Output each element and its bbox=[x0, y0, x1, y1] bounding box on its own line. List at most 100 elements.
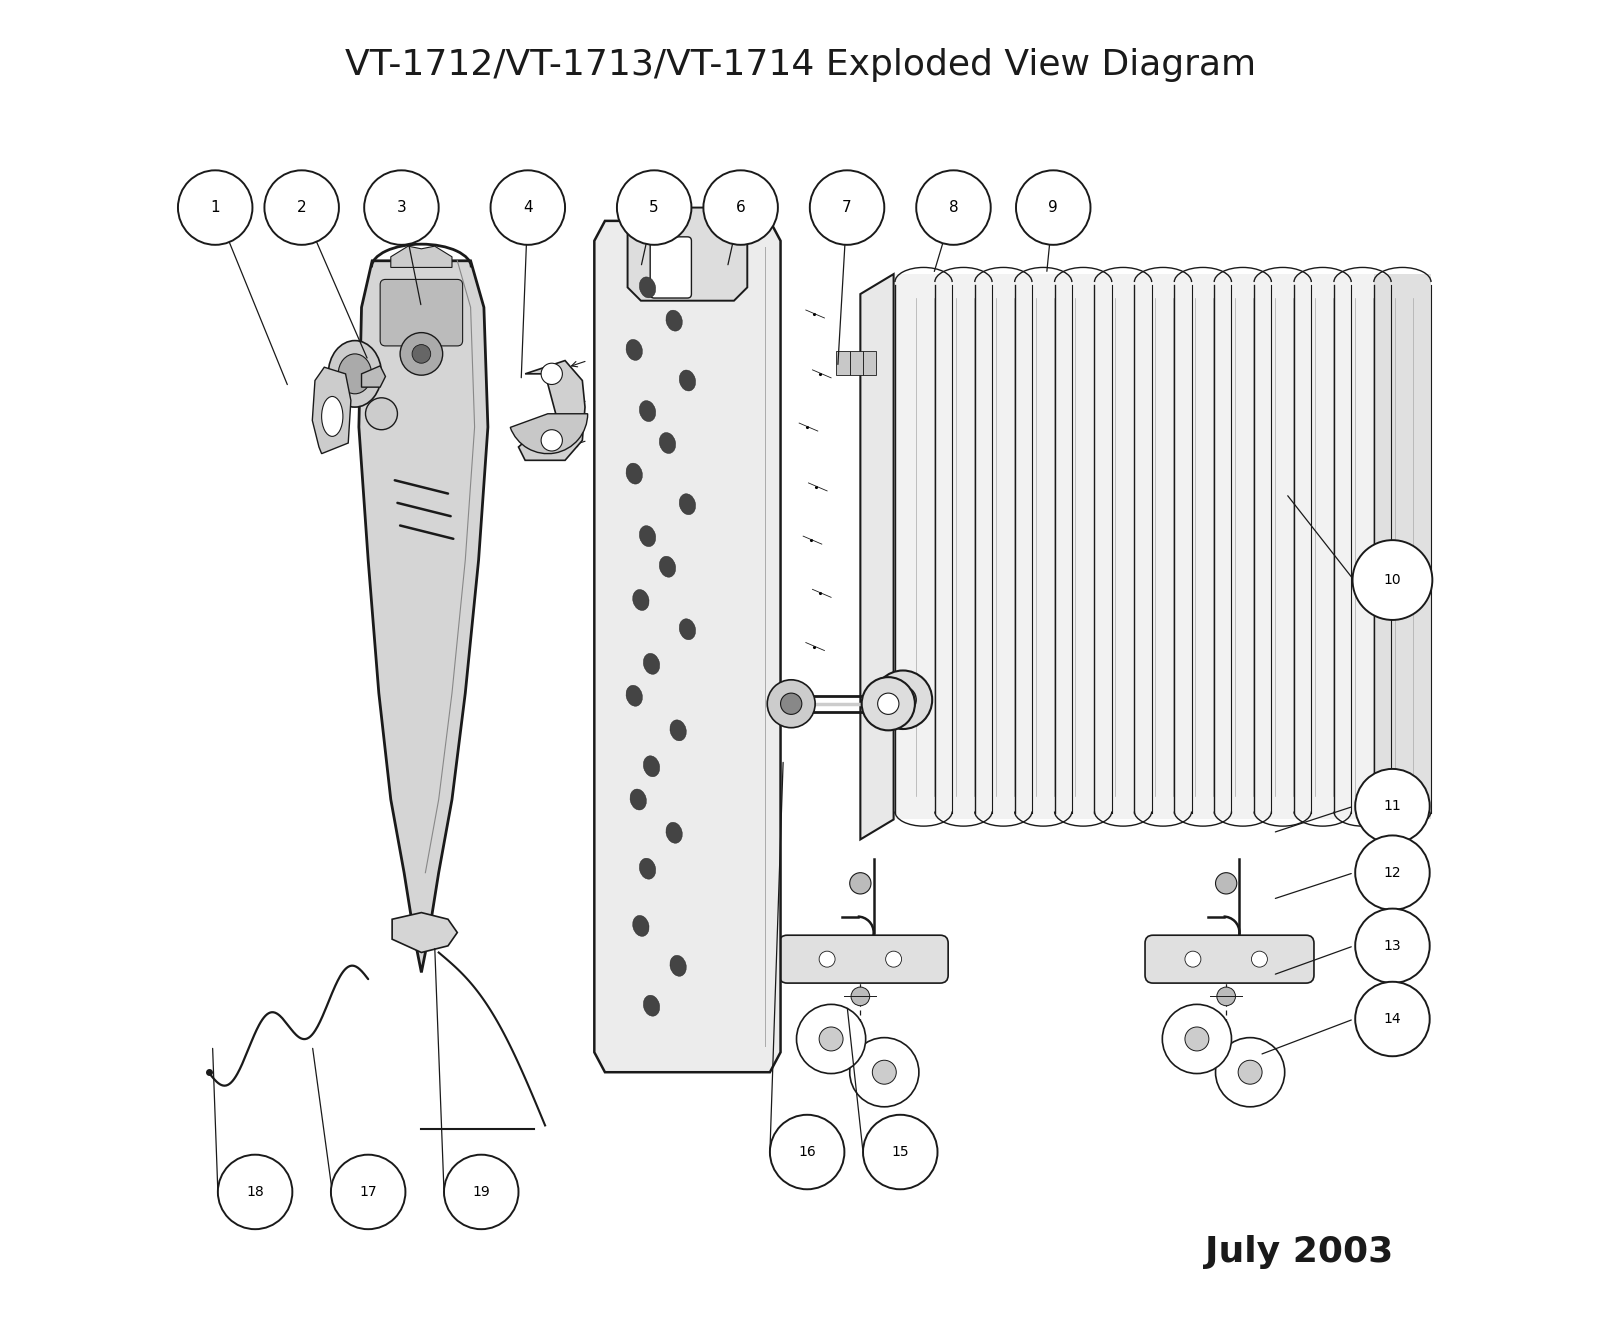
Circle shape bbox=[1185, 1026, 1209, 1050]
Ellipse shape bbox=[669, 956, 687, 976]
Text: 16: 16 bbox=[799, 1145, 817, 1158]
Ellipse shape bbox=[631, 789, 647, 810]
Ellipse shape bbox=[626, 340, 642, 360]
Polygon shape bbox=[860, 275, 893, 840]
Text: VT-1712/VT-1713/VT-1714 Exploded View Diagram: VT-1712/VT-1713/VT-1714 Exploded View Di… bbox=[344, 48, 1257, 81]
Polygon shape bbox=[1015, 275, 1071, 820]
Text: 9: 9 bbox=[1049, 200, 1058, 215]
Circle shape bbox=[770, 1114, 844, 1189]
Circle shape bbox=[767, 680, 815, 728]
Polygon shape bbox=[628, 208, 748, 301]
FancyBboxPatch shape bbox=[379, 280, 463, 347]
FancyBboxPatch shape bbox=[780, 936, 948, 984]
Ellipse shape bbox=[666, 311, 682, 331]
Ellipse shape bbox=[669, 720, 687, 741]
Circle shape bbox=[490, 171, 565, 245]
Ellipse shape bbox=[660, 556, 676, 577]
Circle shape bbox=[873, 1060, 897, 1084]
Polygon shape bbox=[1174, 275, 1231, 820]
FancyBboxPatch shape bbox=[850, 351, 863, 375]
FancyBboxPatch shape bbox=[650, 237, 692, 299]
Polygon shape bbox=[895, 275, 953, 820]
Ellipse shape bbox=[679, 493, 695, 515]
Text: 6: 6 bbox=[736, 200, 746, 215]
Circle shape bbox=[1217, 986, 1236, 1005]
Circle shape bbox=[541, 363, 562, 384]
Ellipse shape bbox=[639, 277, 656, 297]
Text: 3: 3 bbox=[397, 200, 407, 215]
Polygon shape bbox=[392, 913, 458, 953]
Circle shape bbox=[1354, 909, 1430, 984]
Polygon shape bbox=[594, 221, 781, 1072]
Circle shape bbox=[874, 670, 932, 729]
Ellipse shape bbox=[639, 858, 656, 880]
Ellipse shape bbox=[666, 822, 682, 844]
Circle shape bbox=[1185, 952, 1201, 968]
Circle shape bbox=[400, 333, 442, 375]
Circle shape bbox=[1353, 540, 1433, 620]
Text: 10: 10 bbox=[1383, 573, 1401, 587]
Ellipse shape bbox=[322, 396, 343, 436]
Ellipse shape bbox=[639, 401, 656, 421]
Circle shape bbox=[850, 873, 871, 894]
Circle shape bbox=[331, 1154, 405, 1229]
Circle shape bbox=[1162, 1004, 1231, 1073]
Circle shape bbox=[820, 1026, 844, 1050]
FancyBboxPatch shape bbox=[1145, 936, 1314, 984]
Wedge shape bbox=[511, 413, 588, 453]
Ellipse shape bbox=[644, 653, 660, 674]
Ellipse shape bbox=[679, 619, 695, 640]
FancyBboxPatch shape bbox=[836, 351, 850, 375]
Circle shape bbox=[863, 1114, 938, 1189]
Circle shape bbox=[820, 952, 836, 968]
Polygon shape bbox=[1214, 275, 1271, 820]
Circle shape bbox=[852, 986, 869, 1005]
Text: July 2003: July 2003 bbox=[1206, 1234, 1393, 1269]
Ellipse shape bbox=[328, 341, 381, 407]
Polygon shape bbox=[1334, 275, 1391, 820]
Ellipse shape bbox=[626, 685, 642, 706]
Text: 12: 12 bbox=[1383, 865, 1401, 880]
Circle shape bbox=[885, 952, 901, 968]
Polygon shape bbox=[519, 360, 584, 460]
Text: 14: 14 bbox=[1383, 1012, 1401, 1026]
Polygon shape bbox=[362, 365, 386, 387]
Text: 5: 5 bbox=[650, 200, 660, 215]
Circle shape bbox=[443, 1154, 519, 1229]
Circle shape bbox=[1215, 1037, 1284, 1106]
Circle shape bbox=[810, 171, 884, 245]
Circle shape bbox=[1354, 769, 1430, 844]
Ellipse shape bbox=[644, 996, 660, 1016]
Ellipse shape bbox=[632, 916, 648, 936]
Ellipse shape bbox=[632, 589, 648, 611]
Polygon shape bbox=[1254, 275, 1311, 820]
Text: 11: 11 bbox=[1383, 800, 1401, 813]
FancyBboxPatch shape bbox=[863, 351, 876, 375]
Polygon shape bbox=[935, 275, 993, 820]
Text: 1: 1 bbox=[210, 200, 219, 215]
Ellipse shape bbox=[626, 463, 642, 484]
Polygon shape bbox=[1055, 275, 1111, 820]
Circle shape bbox=[797, 1004, 866, 1073]
Circle shape bbox=[1354, 982, 1430, 1056]
Circle shape bbox=[1215, 873, 1238, 894]
Polygon shape bbox=[1294, 275, 1351, 820]
Circle shape bbox=[1017, 171, 1090, 245]
Circle shape bbox=[916, 171, 991, 245]
Circle shape bbox=[365, 397, 397, 429]
Text: 15: 15 bbox=[892, 1145, 909, 1158]
Text: 2: 2 bbox=[296, 200, 306, 215]
Text: 18: 18 bbox=[247, 1185, 264, 1198]
Circle shape bbox=[541, 429, 562, 451]
Polygon shape bbox=[1095, 275, 1151, 820]
Polygon shape bbox=[312, 367, 351, 453]
Ellipse shape bbox=[644, 756, 660, 777]
Text: 8: 8 bbox=[949, 200, 959, 215]
Circle shape bbox=[890, 686, 916, 713]
Circle shape bbox=[1238, 1060, 1262, 1084]
Text: 19: 19 bbox=[472, 1185, 490, 1198]
Circle shape bbox=[178, 171, 253, 245]
Circle shape bbox=[411, 345, 431, 363]
Circle shape bbox=[218, 1154, 293, 1229]
Polygon shape bbox=[359, 261, 488, 973]
